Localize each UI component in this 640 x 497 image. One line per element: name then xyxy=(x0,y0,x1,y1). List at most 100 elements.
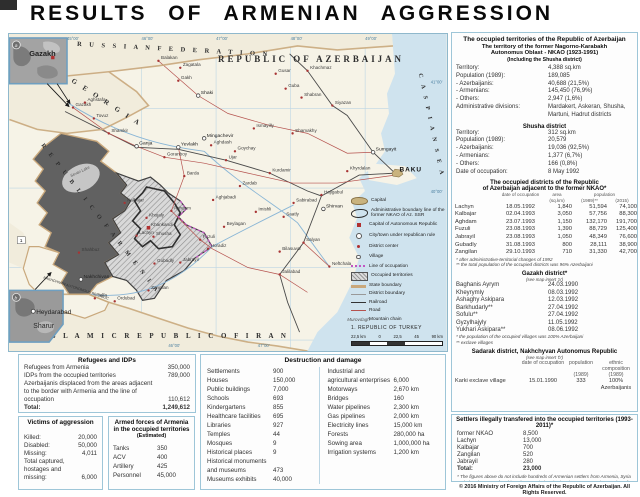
nkao-subtitle: The territory of the former Nagorno-Kara… xyxy=(481,44,608,56)
legend-item: Road xyxy=(351,308,448,314)
svg-text:Shamakhy: Shamakhy xyxy=(295,128,317,133)
svg-text:Tovuz: Tovuz xyxy=(96,113,109,118)
stat-row: Tanks 350 xyxy=(113,445,168,452)
legend-item-label: Road xyxy=(369,307,381,313)
svg-text:Balakan: Balakan xyxy=(161,55,178,60)
map-city-zagatala: Zagatala xyxy=(179,62,201,69)
svg-text:a: a xyxy=(15,44,18,49)
svg-text:Horadiz: Horadiz xyxy=(211,243,227,248)
svg-text:Imishli: Imishli xyxy=(258,206,271,211)
village-row: Gyzylhajyly 11.05.1992 xyxy=(456,319,578,326)
map-city-gakh: Gakh xyxy=(177,75,192,82)
svg-text:BAKU: BAKU xyxy=(400,167,423,174)
stat-row: Missing: 4,011 xyxy=(24,450,97,457)
svg-text:Aghstafa: Aghstafa xyxy=(87,97,105,102)
map-city-kalbajar: Kalbajar xyxy=(123,197,144,205)
refugees-rows: Refugees from Armenia 350,000 IDPs from … xyxy=(24,364,190,404)
stat-row: Libraries 927 xyxy=(207,422,284,429)
map-city-yevlakh: Yevlakh xyxy=(176,142,198,150)
map-city-bilasuvar: Bilasuvar xyxy=(278,246,302,253)
svg-text:Gubadly: Gubadly xyxy=(157,258,175,263)
legend-items: Capital Administrative boundary line of … xyxy=(347,197,448,324)
refugees-panel: Refugees and IDPs Refugees from Armenia … xyxy=(18,354,196,413)
svg-text:Ujar: Ujar xyxy=(229,155,238,160)
map-city-saatly: Saatly xyxy=(282,211,300,219)
map-city-tovuz: Tovuz xyxy=(92,113,109,120)
label-iran: I S L A M I C R E P U B L I C O F I R A … xyxy=(41,332,289,340)
map-city-siyazan: Siyazan xyxy=(331,100,352,107)
stat-row: IDPs from the occupied territories 789,0… xyxy=(24,372,190,379)
map-city-ujar: Ujar xyxy=(224,155,238,162)
nkao-rows: Territory: 4,388 sq.km Population (1989)… xyxy=(452,65,637,120)
legend-item: Administrative boundary line of the form… xyxy=(351,208,448,219)
graticule-labels: 45°00' 46°00' 47°00' 48°00' 49°00' 41°00' 40°0… xyxy=(67,36,443,348)
legend-item-label: District boundary xyxy=(369,291,405,297)
map-city-ismayilly: Ismayilly xyxy=(252,123,275,130)
destruction-right-column: Industrial and agricultural enterprises … xyxy=(318,367,440,484)
svg-text:Zagatala: Zagatala xyxy=(183,62,201,67)
legend-item-label: Capital of Autonomous Republic xyxy=(369,222,438,228)
legend-swatch-icon xyxy=(351,208,368,218)
scale-labels: 22,5 km 0 22,5 45 90 km xyxy=(351,334,443,340)
gazakh-note: (see map insert 'a') xyxy=(525,276,564,282)
svg-text:Mingachevir: Mingachevir xyxy=(207,133,234,139)
legend-item-label: Line of occupation xyxy=(369,263,408,269)
rivers xyxy=(68,103,330,296)
gazakh-rows: Baghanis Ayrym 24.03.1990 Kheyrymly 08.0… xyxy=(452,282,637,334)
svg-text:Shabran: Shabran xyxy=(304,92,322,97)
map-city-gazakh: Gazakh xyxy=(71,102,92,109)
sadarak-row: Karki exclave village 15.01.1990 333 100… xyxy=(455,378,632,392)
legend-swatch-icon xyxy=(351,271,368,281)
stat-row: Azerbaijanis displaced from the areas ad… xyxy=(24,380,190,403)
districts-table-head: date of occupation area population (sq.k… xyxy=(501,192,629,203)
sevan-lake xyxy=(62,163,100,193)
svg-text:Ganja: Ganja xyxy=(139,141,152,147)
armed-forces-panel: Armed forces of Armenia in the occupied … xyxy=(108,416,195,490)
settler-row: Jabrayil 280 xyxy=(457,459,534,465)
district-row: Lachyn 18.05.1992 1,840 51,594 74,100 xyxy=(455,203,637,210)
nakhchivan-area xyxy=(22,246,110,319)
stat-row: Refugees from Armenia 350,000 xyxy=(24,364,190,371)
map-city-gusar: Gusar xyxy=(274,68,291,75)
village-row: Baghanis Ayrym 24.03.1990 xyxy=(456,282,579,289)
map-city-shabran: Shabran xyxy=(300,92,322,99)
stat-row: - Azerbaijanis: 19,036 (92,5%) xyxy=(456,145,590,152)
sadarak-note: (see map insert 'b') xyxy=(525,354,564,360)
map-city-baku: BAKU xyxy=(391,167,423,178)
svg-text:Fuzuli: Fuzuli xyxy=(203,234,215,239)
map-city-neftchala: Neftchala xyxy=(328,261,352,268)
settlers-rows: former NKAO 8,500 Lachyn 13,000 Kalbajar… xyxy=(452,431,637,466)
svg-text:Kurdamir: Kurdamir xyxy=(272,168,291,173)
svg-text:Khyrdalan: Khyrdalan xyxy=(350,166,371,171)
legend-swatch-icon xyxy=(351,309,366,311)
map-city-khankandi: Khankandi xyxy=(146,222,173,230)
map-city-aghstafa: Aghstafa xyxy=(83,97,106,104)
map-city-salyan: Salyan xyxy=(302,237,321,244)
stat-row: - Others: 2,947 (1,6%) xyxy=(456,96,583,103)
svg-text:Goychay: Goychay xyxy=(238,146,257,151)
stat-row: Water pipelines 2,300 km xyxy=(327,404,419,411)
svg-text:48°00': 48°00' xyxy=(291,36,303,41)
districts-footnote-2: ** the total population of the occupied … xyxy=(456,262,593,268)
map-city-shirvan: Shirvan xyxy=(321,203,343,212)
svg-text:Aghjabadi: Aghjabadi xyxy=(216,194,236,199)
stat-row: Historical places 9 xyxy=(207,449,277,456)
legend-item-label: Occupied territories xyxy=(371,273,413,279)
armed-forces-title: Armed forces of Armenia in the occupied … xyxy=(113,419,190,433)
gazakh-footnote-2: ** exclave villages xyxy=(456,339,494,345)
settlers-footnote: * The figures above do not include hundr… xyxy=(457,474,631,481)
turkey-marker-label: 1 xyxy=(20,238,23,244)
shusha-title: Shusha district xyxy=(522,123,567,130)
stat-row: Industrial and agricultural enterprises … xyxy=(327,368,409,384)
svg-text:Khachmaz: Khachmaz xyxy=(310,65,332,70)
stat-row: Artillery 425 xyxy=(113,463,168,470)
svg-text:Lachyn: Lachyn xyxy=(139,230,154,235)
legend-item-label: District center xyxy=(369,243,399,249)
svg-text:Shahbuz: Shahbuz xyxy=(82,247,101,252)
refugees-total-row: Total: 1,249,612 xyxy=(24,404,190,411)
legend-item-label: Administrative boundary line of the form… xyxy=(371,207,445,219)
map-city-fuzuli: Fuzuli xyxy=(198,234,215,241)
svg-text:Shamkir: Shamkir xyxy=(111,128,128,133)
destruction-columns: Settlements 900 Houses 150,000 Public bu… xyxy=(207,367,439,484)
stat-row: Territory: 4,388 sq.km xyxy=(456,65,581,71)
